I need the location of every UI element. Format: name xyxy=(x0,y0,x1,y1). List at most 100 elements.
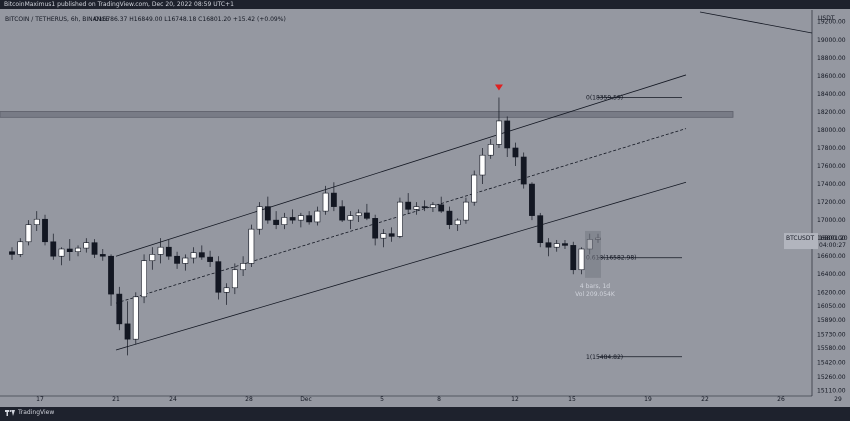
candle-body xyxy=(479,154,486,176)
candle-body xyxy=(198,252,205,258)
candle xyxy=(570,241,577,275)
x-tick-label: 29 xyxy=(834,396,842,403)
candle xyxy=(537,212,544,248)
candle-body xyxy=(132,296,139,340)
candle-body xyxy=(388,233,395,237)
candle xyxy=(83,238,90,253)
y-tick-label: 17000.00 xyxy=(817,217,846,224)
candle-body xyxy=(66,248,73,253)
candle xyxy=(487,138,494,159)
range-bars-label: 4 bars, 1d xyxy=(580,283,610,290)
candle-body xyxy=(355,212,362,216)
y-tick-label: 15730.00 xyxy=(817,332,846,339)
candle-body xyxy=(330,192,337,207)
candle xyxy=(273,211,280,230)
candle-body xyxy=(421,206,428,208)
candle-body xyxy=(281,217,288,225)
candle xyxy=(198,245,205,260)
countdown-label: 04:00:27 xyxy=(819,242,846,249)
candle xyxy=(215,256,222,300)
y-tick-label: 15260.00 xyxy=(817,374,846,381)
tradingview-logo[interactable]: TradingView xyxy=(5,409,54,416)
y-tick-label: 18400.00 xyxy=(817,91,846,98)
candle xyxy=(446,206,453,230)
range-volume-label: Vol 209.054K xyxy=(575,291,616,298)
candle xyxy=(322,185,329,215)
candle-body xyxy=(339,206,346,221)
x-tick-label: 12 xyxy=(511,396,519,403)
candle-body xyxy=(83,242,90,249)
y-tick-label: 18600.00 xyxy=(817,73,846,80)
candle xyxy=(33,211,40,231)
candle xyxy=(347,211,354,230)
symbol-label: BTCUSDT xyxy=(786,235,814,242)
candle xyxy=(512,142,519,167)
candle xyxy=(520,152,527,189)
candle xyxy=(545,238,552,257)
candle-body xyxy=(297,215,304,221)
tradingview-logo-icon xyxy=(5,409,15,416)
candle-body xyxy=(50,241,57,257)
y-tick-label: 16050.00 xyxy=(817,303,846,310)
candle-body xyxy=(438,204,445,212)
y-tick-label: 17400.00 xyxy=(817,181,846,188)
candle-body xyxy=(545,242,552,248)
candle xyxy=(182,254,189,271)
candle xyxy=(174,251,180,269)
candle xyxy=(405,193,412,213)
candle xyxy=(124,301,131,356)
ohlc-label: O16786.37 H16849.00 L16748.18 C16801.20 … xyxy=(94,16,286,23)
currency-label: USDT xyxy=(818,15,835,22)
y-tick-label: 17800.00 xyxy=(817,145,846,152)
candle xyxy=(421,200,428,212)
candle xyxy=(91,239,98,259)
x-tick-label: 21 xyxy=(112,396,120,403)
y-tick-label: 15890.00 xyxy=(817,317,846,324)
x-tick-label: 28 xyxy=(245,396,253,403)
candle xyxy=(339,200,346,222)
candle xyxy=(529,182,535,221)
candle-body xyxy=(9,251,15,255)
candle xyxy=(231,263,238,295)
candle-body xyxy=(347,215,354,221)
candle-body xyxy=(322,192,329,212)
candle xyxy=(372,214,379,246)
candle xyxy=(496,97,502,148)
candle xyxy=(50,233,57,260)
y-tick-label: 15420.00 xyxy=(817,360,846,367)
candle-body xyxy=(454,219,461,225)
candle-body xyxy=(413,206,420,210)
candle xyxy=(256,202,263,235)
candle-body xyxy=(207,256,213,262)
candle xyxy=(9,247,15,260)
candle-body xyxy=(289,217,296,221)
candle xyxy=(430,202,436,213)
y-tick-label: 15580.00 xyxy=(817,345,846,352)
x-tick-label: 24 xyxy=(169,396,177,403)
x-tick-label: 26 xyxy=(777,396,785,403)
candle-body xyxy=(397,201,403,237)
candle xyxy=(190,247,197,264)
candle-body xyxy=(306,215,313,223)
range-box xyxy=(585,230,601,278)
candle-body xyxy=(537,215,544,243)
candle xyxy=(562,239,568,249)
candle xyxy=(108,254,114,306)
candle xyxy=(330,182,337,212)
y-tick-label: 17600.00 xyxy=(817,163,846,170)
candle-body xyxy=(42,218,48,243)
candle xyxy=(454,218,461,231)
candle xyxy=(413,202,420,215)
candle-body xyxy=(578,248,585,271)
candle-body xyxy=(430,204,436,208)
candle-body xyxy=(446,210,453,225)
candle-body xyxy=(141,260,147,298)
candle xyxy=(42,214,48,246)
candle-body xyxy=(116,293,123,325)
last-price-label: 16801.20 xyxy=(819,235,848,242)
candle xyxy=(471,170,478,206)
candle-body xyxy=(264,206,271,221)
candle xyxy=(99,248,106,261)
last-price-tag xyxy=(784,233,818,250)
